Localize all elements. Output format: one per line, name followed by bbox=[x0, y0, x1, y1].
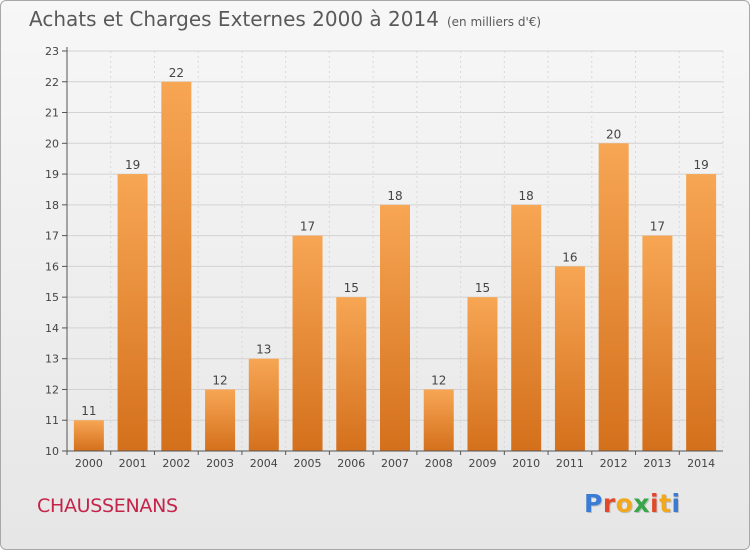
y-tick-label: 23 bbox=[45, 45, 59, 58]
y-tick-label: 15 bbox=[45, 291, 59, 304]
y-tick-label: 14 bbox=[45, 322, 59, 335]
bar bbox=[642, 235, 673, 451]
x-tick-label: 2013 bbox=[643, 457, 671, 470]
bar bbox=[292, 235, 323, 451]
y-tick-label: 21 bbox=[45, 107, 59, 120]
x-tick-label: 2004 bbox=[250, 457, 278, 470]
x-tick-label: 2000 bbox=[75, 457, 103, 470]
data-label: 19 bbox=[125, 158, 140, 172]
logo-letter: i bbox=[650, 489, 660, 518]
data-label: 18 bbox=[387, 189, 402, 203]
y-tick-label: 12 bbox=[45, 383, 59, 396]
bar bbox=[686, 174, 717, 452]
logo-letter: t bbox=[659, 489, 672, 518]
bar bbox=[73, 420, 104, 451]
x-tick-label: 2001 bbox=[119, 457, 147, 470]
x-tick-label: 2008 bbox=[425, 457, 453, 470]
x-tick-label: 2003 bbox=[206, 457, 234, 470]
bars bbox=[73, 81, 717, 452]
bar bbox=[467, 297, 498, 451]
chart-title: Achats et Charges Externes 2000 à 2014 (e… bbox=[29, 7, 541, 31]
logo-letter: o bbox=[615, 489, 634, 518]
labels: 11 19 22 12 13 17 15 18 12 15 18 16 20 17 19 bbox=[81, 66, 709, 418]
data-label: 13 bbox=[256, 343, 271, 357]
bar bbox=[380, 204, 410, 451]
y-tick-label: 11 bbox=[45, 414, 59, 427]
bar bbox=[511, 204, 542, 451]
data-label: 20 bbox=[606, 127, 621, 141]
logo-letter: P bbox=[584, 489, 603, 518]
y-tick-label: 20 bbox=[45, 137, 59, 150]
bar bbox=[205, 389, 236, 451]
bar bbox=[554, 266, 585, 451]
x-tick-label: 2002 bbox=[162, 457, 190, 470]
data-label: 15 bbox=[344, 281, 359, 295]
bar bbox=[336, 297, 367, 451]
commune-name: CHAUSSENANS bbox=[37, 495, 178, 517]
x-tick-label: 2005 bbox=[294, 457, 322, 470]
data-label: 17 bbox=[300, 220, 315, 234]
data-label: 18 bbox=[519, 189, 534, 203]
y-tick-label: 18 bbox=[45, 199, 59, 212]
logo-letter: i bbox=[671, 489, 681, 518]
bar bbox=[117, 174, 148, 452]
data-label: 11 bbox=[81, 404, 96, 418]
data-label: 17 bbox=[650, 220, 665, 234]
title-text: Achats et Charges Externes 2000 à 2014 bbox=[29, 7, 439, 31]
data-label: 12 bbox=[431, 373, 446, 387]
x-tick-label: 2011 bbox=[556, 457, 584, 470]
x-tick-label: 2010 bbox=[512, 457, 540, 470]
y-tick-label: 17 bbox=[45, 230, 59, 243]
y-tick-label: 10 bbox=[45, 445, 59, 458]
x-tick-label: 2012 bbox=[600, 457, 628, 470]
x-tick-label: 2007 bbox=[381, 457, 409, 470]
unit-label: (en milliers d'€) bbox=[446, 15, 542, 29]
axes: 10 11 12 13 14 15 16 17 18 19 20 21 22 23 2000 2001 2002… bbox=[45, 45, 723, 470]
bar bbox=[423, 389, 454, 451]
bar bbox=[248, 358, 279, 451]
proxiti-logo[interactable]: Proxiti bbox=[584, 489, 681, 518]
x-tick-label: 2006 bbox=[337, 457, 365, 470]
data-label: 22 bbox=[169, 66, 184, 80]
x-tick-label: 2009 bbox=[468, 457, 496, 470]
logo-letter: r bbox=[602, 489, 616, 518]
data-label: 19 bbox=[693, 158, 708, 172]
x-tick-label: 2014 bbox=[687, 457, 715, 470]
logo-letter: x bbox=[633, 489, 650, 518]
bar bbox=[598, 143, 629, 452]
data-label: 15 bbox=[475, 281, 490, 295]
bar bbox=[161, 81, 192, 452]
y-tick-label: 22 bbox=[45, 76, 59, 89]
data-label: 16 bbox=[562, 250, 577, 264]
y-tick-label: 16 bbox=[45, 260, 59, 273]
y-tick-label: 19 bbox=[45, 168, 59, 181]
data-label: 12 bbox=[212, 373, 227, 387]
y-tick-label: 13 bbox=[45, 353, 59, 366]
